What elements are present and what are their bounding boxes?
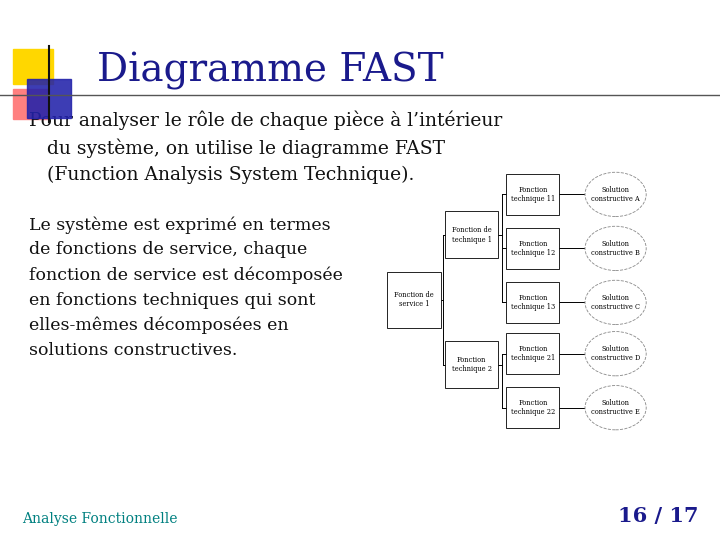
Ellipse shape xyxy=(585,172,647,217)
FancyBboxPatch shape xyxy=(506,174,559,215)
Text: Solution
constructive A: Solution constructive A xyxy=(591,186,640,203)
Text: Solution
constructive D: Solution constructive D xyxy=(591,345,640,362)
Text: Fonction
technique 11: Fonction technique 11 xyxy=(510,186,555,203)
Text: Fonction
technique 22: Fonction technique 22 xyxy=(510,399,555,416)
Bar xyxy=(13,49,53,84)
Ellipse shape xyxy=(585,280,647,325)
Text: Fonction de
service 1: Fonction de service 1 xyxy=(394,291,434,308)
FancyBboxPatch shape xyxy=(506,282,559,323)
Text: Fonction
technique 2: Fonction technique 2 xyxy=(451,356,492,373)
FancyBboxPatch shape xyxy=(387,272,441,328)
FancyBboxPatch shape xyxy=(506,387,559,428)
Text: Fonction
technique 13: Fonction technique 13 xyxy=(510,294,555,311)
FancyBboxPatch shape xyxy=(506,333,559,374)
Text: 16 / 17: 16 / 17 xyxy=(618,507,698,526)
FancyBboxPatch shape xyxy=(445,341,498,388)
Text: Fonction
technique 12: Fonction technique 12 xyxy=(510,240,555,257)
FancyBboxPatch shape xyxy=(445,212,498,259)
Text: Analyse Fonctionnelle: Analyse Fonctionnelle xyxy=(22,512,177,526)
Text: Fonction
technique 21: Fonction technique 21 xyxy=(510,345,555,362)
Text: Le système est exprimé en termes
de fonctions de service, chaque
fonction de ser: Le système est exprimé en termes de fonc… xyxy=(29,216,343,359)
Text: Solution
constructive E: Solution constructive E xyxy=(591,399,640,416)
Ellipse shape xyxy=(585,386,647,430)
Text: Fonction de
technique 1: Fonction de technique 1 xyxy=(451,226,492,244)
Ellipse shape xyxy=(585,332,647,376)
Text: Diagramme FAST: Diagramme FAST xyxy=(97,52,444,90)
FancyBboxPatch shape xyxy=(506,228,559,269)
Bar xyxy=(27,79,71,118)
Ellipse shape xyxy=(585,226,647,271)
Text: Pour analyser le rôle de chaque pièce à l’intérieur
   du système, on utilise le: Pour analyser le rôle de chaque pièce à … xyxy=(29,111,502,184)
Bar xyxy=(13,89,48,119)
Text: Solution
constructive C: Solution constructive C xyxy=(591,294,640,311)
Text: Solution
constructive B: Solution constructive B xyxy=(591,240,640,257)
